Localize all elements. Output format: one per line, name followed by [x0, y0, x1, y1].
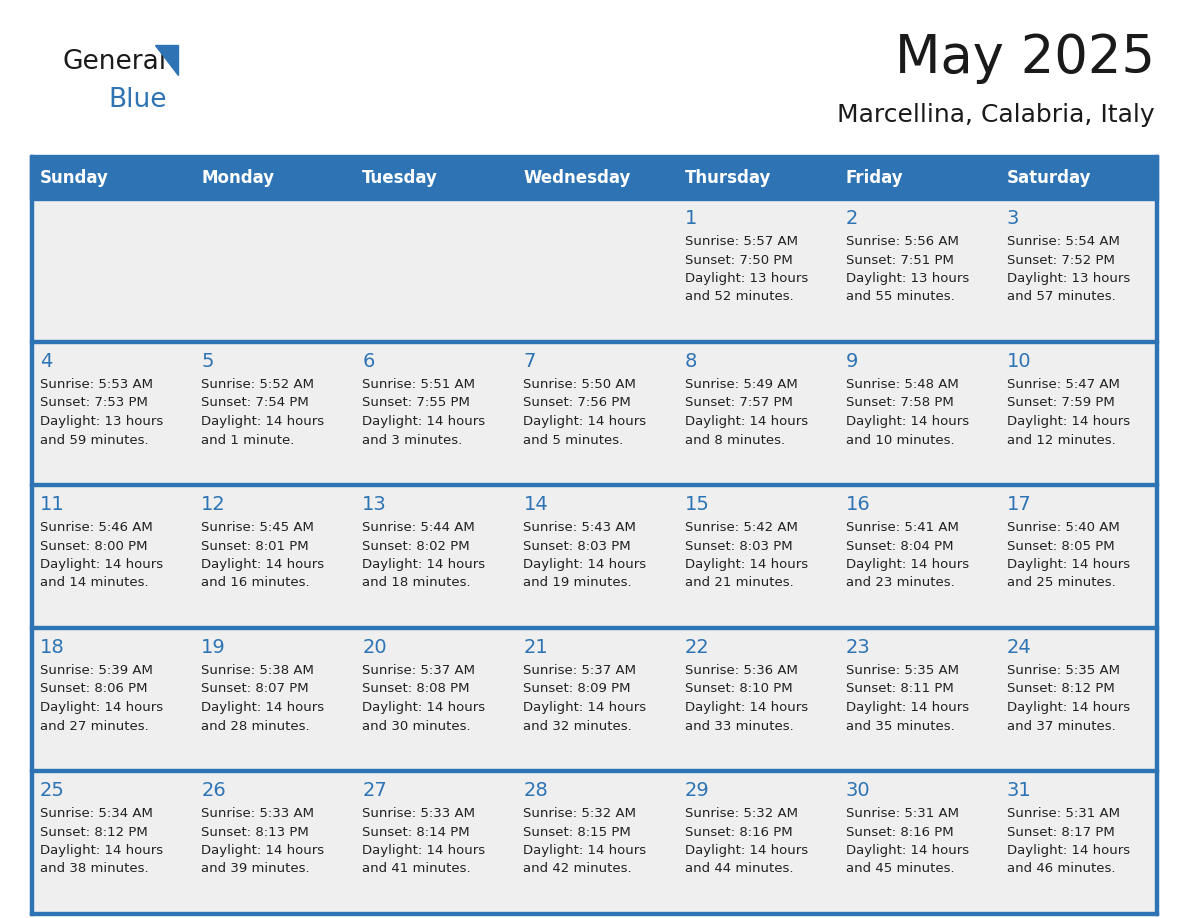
- Text: Sunrise: 5:35 AM
Sunset: 8:11 PM
Daylight: 14 hours
and 35 minutes.: Sunrise: 5:35 AM Sunset: 8:11 PM Dayligh…: [846, 664, 969, 733]
- Text: 16: 16: [846, 495, 871, 514]
- Text: 27: 27: [362, 781, 387, 800]
- Text: 9: 9: [846, 352, 858, 371]
- Text: 3: 3: [1007, 209, 1019, 228]
- Text: Sunrise: 5:40 AM
Sunset: 8:05 PM
Daylight: 14 hours
and 25 minutes.: Sunrise: 5:40 AM Sunset: 8:05 PM Dayligh…: [1007, 521, 1130, 589]
- Text: General: General: [62, 49, 166, 75]
- Text: 20: 20: [362, 638, 387, 657]
- Text: Sunrise: 5:52 AM
Sunset: 7:54 PM
Daylight: 14 hours
and 1 minute.: Sunrise: 5:52 AM Sunset: 7:54 PM Dayligh…: [201, 378, 324, 446]
- Text: 2: 2: [846, 209, 858, 228]
- Text: 25: 25: [40, 781, 65, 800]
- Text: Sunrise: 5:57 AM
Sunset: 7:50 PM
Daylight: 13 hours
and 52 minutes.: Sunrise: 5:57 AM Sunset: 7:50 PM Dayligh…: [684, 235, 808, 304]
- Text: Sunrise: 5:38 AM
Sunset: 8:07 PM
Daylight: 14 hours
and 28 minutes.: Sunrise: 5:38 AM Sunset: 8:07 PM Dayligh…: [201, 664, 324, 733]
- Text: Blue: Blue: [108, 87, 166, 113]
- Text: Sunrise: 5:39 AM
Sunset: 8:06 PM
Daylight: 14 hours
and 27 minutes.: Sunrise: 5:39 AM Sunset: 8:06 PM Dayligh…: [40, 664, 163, 733]
- Text: Sunrise: 5:45 AM
Sunset: 8:01 PM
Daylight: 14 hours
and 16 minutes.: Sunrise: 5:45 AM Sunset: 8:01 PM Dayligh…: [201, 521, 324, 589]
- Text: 8: 8: [684, 352, 697, 371]
- Text: Monday: Monday: [201, 169, 274, 187]
- Text: 5: 5: [201, 352, 214, 371]
- Text: Sunrise: 5:44 AM
Sunset: 8:02 PM
Daylight: 14 hours
and 18 minutes.: Sunrise: 5:44 AM Sunset: 8:02 PM Dayligh…: [362, 521, 486, 589]
- Bar: [30, 197, 1158, 199]
- Text: Friday: Friday: [846, 169, 903, 187]
- Text: Sunrise: 5:31 AM
Sunset: 8:16 PM
Daylight: 14 hours
and 45 minutes.: Sunrise: 5:31 AM Sunset: 8:16 PM Dayligh…: [846, 807, 969, 876]
- Text: Sunrise: 5:41 AM
Sunset: 8:04 PM
Daylight: 14 hours
and 23 minutes.: Sunrise: 5:41 AM Sunset: 8:04 PM Dayligh…: [846, 521, 969, 589]
- Bar: [30, 340, 1158, 483]
- Text: Sunrise: 5:33 AM
Sunset: 8:13 PM
Daylight: 14 hours
and 39 minutes.: Sunrise: 5:33 AM Sunset: 8:13 PM Dayligh…: [201, 807, 324, 876]
- Text: 6: 6: [362, 352, 374, 371]
- Text: Sunrise: 5:56 AM
Sunset: 7:51 PM
Daylight: 13 hours
and 55 minutes.: Sunrise: 5:56 AM Sunset: 7:51 PM Dayligh…: [846, 235, 969, 304]
- Bar: [30, 155, 1158, 159]
- Text: Sunrise: 5:37 AM
Sunset: 8:09 PM
Daylight: 14 hours
and 32 minutes.: Sunrise: 5:37 AM Sunset: 8:09 PM Dayligh…: [524, 664, 646, 733]
- Bar: [1155, 155, 1158, 915]
- Text: 12: 12: [201, 495, 226, 514]
- Text: Sunrise: 5:34 AM
Sunset: 8:12 PM
Daylight: 14 hours
and 38 minutes.: Sunrise: 5:34 AM Sunset: 8:12 PM Dayligh…: [40, 807, 163, 876]
- Text: Wednesday: Wednesday: [524, 169, 631, 187]
- Text: 15: 15: [684, 495, 709, 514]
- Bar: [30, 340, 1158, 342]
- Text: Saturday: Saturday: [1007, 169, 1092, 187]
- Text: 18: 18: [40, 638, 65, 657]
- Text: Sunrise: 5:32 AM
Sunset: 8:15 PM
Daylight: 14 hours
and 42 minutes.: Sunrise: 5:32 AM Sunset: 8:15 PM Dayligh…: [524, 807, 646, 876]
- Text: Sunrise: 5:33 AM
Sunset: 8:14 PM
Daylight: 14 hours
and 41 minutes.: Sunrise: 5:33 AM Sunset: 8:14 PM Dayligh…: [362, 807, 486, 876]
- Text: Sunrise: 5:35 AM
Sunset: 8:12 PM
Daylight: 14 hours
and 37 minutes.: Sunrise: 5:35 AM Sunset: 8:12 PM Dayligh…: [1007, 664, 1130, 733]
- Bar: [30, 769, 1158, 912]
- Text: Sunrise: 5:51 AM
Sunset: 7:55 PM
Daylight: 14 hours
and 3 minutes.: Sunrise: 5:51 AM Sunset: 7:55 PM Dayligh…: [362, 378, 486, 446]
- Text: Sunrise: 5:43 AM
Sunset: 8:03 PM
Daylight: 14 hours
and 19 minutes.: Sunrise: 5:43 AM Sunset: 8:03 PM Dayligh…: [524, 521, 646, 589]
- Text: 31: 31: [1007, 781, 1031, 800]
- Bar: [30, 912, 1158, 915]
- Bar: [30, 483, 1158, 626]
- Text: 22: 22: [684, 638, 709, 657]
- Text: Sunrise: 5:46 AM
Sunset: 8:00 PM
Daylight: 14 hours
and 14 minutes.: Sunrise: 5:46 AM Sunset: 8:00 PM Dayligh…: [40, 521, 163, 589]
- Text: Sunrise: 5:48 AM
Sunset: 7:58 PM
Daylight: 14 hours
and 10 minutes.: Sunrise: 5:48 AM Sunset: 7:58 PM Dayligh…: [846, 378, 969, 446]
- Text: 23: 23: [846, 638, 871, 657]
- Text: 29: 29: [684, 781, 709, 800]
- Text: Sunrise: 5:37 AM
Sunset: 8:08 PM
Daylight: 14 hours
and 30 minutes.: Sunrise: 5:37 AM Sunset: 8:08 PM Dayligh…: [362, 664, 486, 733]
- Text: Tuesday: Tuesday: [362, 169, 438, 187]
- Bar: [30, 769, 1158, 771]
- Text: Sunrise: 5:31 AM
Sunset: 8:17 PM
Daylight: 14 hours
and 46 minutes.: Sunrise: 5:31 AM Sunset: 8:17 PM Dayligh…: [1007, 807, 1130, 876]
- Text: Sunrise: 5:32 AM
Sunset: 8:16 PM
Daylight: 14 hours
and 44 minutes.: Sunrise: 5:32 AM Sunset: 8:16 PM Dayligh…: [684, 807, 808, 876]
- Text: May 2025: May 2025: [895, 32, 1155, 84]
- Text: 21: 21: [524, 638, 548, 657]
- Text: Thursday: Thursday: [684, 169, 771, 187]
- Text: 28: 28: [524, 781, 548, 800]
- Text: Sunrise: 5:47 AM
Sunset: 7:59 PM
Daylight: 14 hours
and 12 minutes.: Sunrise: 5:47 AM Sunset: 7:59 PM Dayligh…: [1007, 378, 1130, 446]
- Text: 4: 4: [40, 352, 52, 371]
- Text: Sunday: Sunday: [40, 169, 109, 187]
- Bar: [30, 626, 1158, 629]
- Bar: [30, 197, 1158, 340]
- Polygon shape: [154, 45, 178, 75]
- Bar: [30, 626, 1158, 769]
- Text: 7: 7: [524, 352, 536, 371]
- Text: 26: 26: [201, 781, 226, 800]
- Bar: [30, 159, 1158, 197]
- Text: 19: 19: [201, 638, 226, 657]
- Text: 13: 13: [362, 495, 387, 514]
- Text: Sunrise: 5:50 AM
Sunset: 7:56 PM
Daylight: 14 hours
and 5 minutes.: Sunrise: 5:50 AM Sunset: 7:56 PM Dayligh…: [524, 378, 646, 446]
- Text: Sunrise: 5:53 AM
Sunset: 7:53 PM
Daylight: 13 hours
and 59 minutes.: Sunrise: 5:53 AM Sunset: 7:53 PM Dayligh…: [40, 378, 163, 446]
- Text: Sunrise: 5:54 AM
Sunset: 7:52 PM
Daylight: 13 hours
and 57 minutes.: Sunrise: 5:54 AM Sunset: 7:52 PM Dayligh…: [1007, 235, 1130, 304]
- Text: 10: 10: [1007, 352, 1031, 371]
- Text: 24: 24: [1007, 638, 1031, 657]
- Text: 11: 11: [40, 495, 65, 514]
- Bar: [30, 483, 1158, 486]
- Text: Sunrise: 5:36 AM
Sunset: 8:10 PM
Daylight: 14 hours
and 33 minutes.: Sunrise: 5:36 AM Sunset: 8:10 PM Dayligh…: [684, 664, 808, 733]
- Text: 30: 30: [846, 781, 871, 800]
- Bar: [30, 155, 33, 915]
- Text: Sunrise: 5:49 AM
Sunset: 7:57 PM
Daylight: 14 hours
and 8 minutes.: Sunrise: 5:49 AM Sunset: 7:57 PM Dayligh…: [684, 378, 808, 446]
- Text: Marcellina, Calabria, Italy: Marcellina, Calabria, Italy: [838, 103, 1155, 127]
- Text: 1: 1: [684, 209, 697, 228]
- Text: 14: 14: [524, 495, 548, 514]
- Text: 17: 17: [1007, 495, 1031, 514]
- Text: Sunrise: 5:42 AM
Sunset: 8:03 PM
Daylight: 14 hours
and 21 minutes.: Sunrise: 5:42 AM Sunset: 8:03 PM Dayligh…: [684, 521, 808, 589]
